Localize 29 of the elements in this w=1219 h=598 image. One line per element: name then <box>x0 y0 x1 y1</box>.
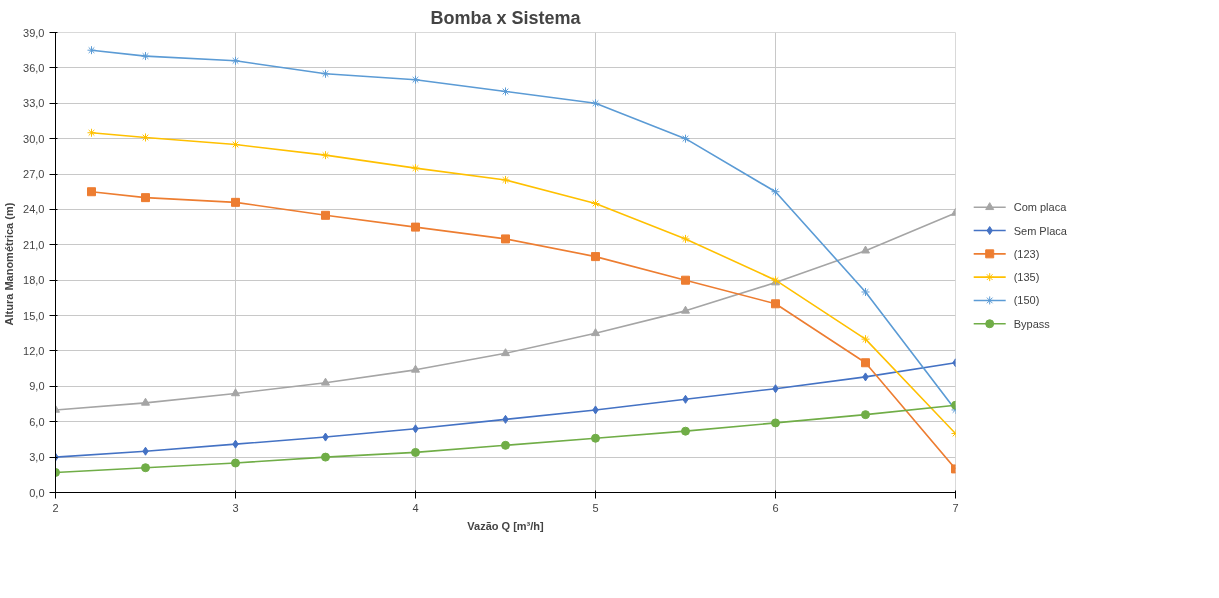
y-tick-label: 24,0 <box>23 203 45 216</box>
y-tick-label: 21,0 <box>23 238 45 251</box>
y-tick-label: 36,0 <box>23 61 45 74</box>
y-tick-label: 15,0 <box>23 309 45 322</box>
legend-label: Sem Placa <box>1013 224 1068 237</box>
chart-title: Bomba x Sistema <box>430 7 582 28</box>
y-tick-label: 33,0 <box>23 97 45 110</box>
y-tick-label: 0,0 <box>29 486 45 499</box>
y-axis-title: Altura Manométrica (m) <box>3 202 16 326</box>
y-tick-label: 39,0 <box>23 26 45 39</box>
y-tick-label: 18,0 <box>23 274 45 287</box>
legend-label: (150) <box>1013 294 1040 307</box>
x-tick-label: 2 <box>52 501 59 514</box>
y-tick-label: 6,0 <box>29 415 45 428</box>
y-tick-label: 30,0 <box>23 132 45 145</box>
x-tick-label: 3 <box>232 501 239 514</box>
legend-label: Bypass <box>1013 317 1051 330</box>
y-tick-label: 27,0 <box>23 168 45 181</box>
y-tick-label: 9,0 <box>29 380 45 393</box>
y-tick-label: 12,0 <box>23 344 45 357</box>
y-tick-label: 3,0 <box>29 451 45 464</box>
legend-label: Com placa <box>1013 201 1068 214</box>
x-tick-label: 5 <box>592 501 599 514</box>
x-tick-label: 7 <box>952 501 959 514</box>
legend-label: (135) <box>1013 271 1040 284</box>
x-tick-label: 6 <box>772 501 779 514</box>
x-tick-label: 4 <box>412 501 419 514</box>
legend-label: (123) <box>1013 247 1040 260</box>
x-axis-title: Vazão Q [m³/h] <box>467 519 545 532</box>
